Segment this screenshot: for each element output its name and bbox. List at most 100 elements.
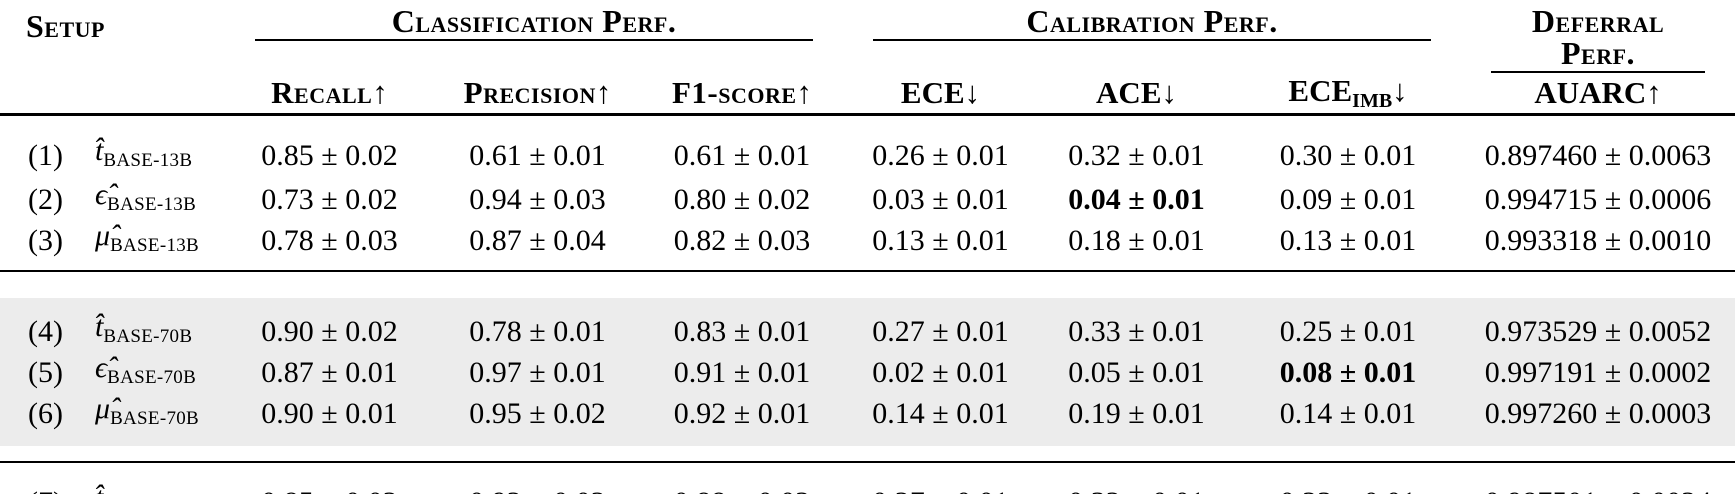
cell-ace: 0.33 ± 0.01 — [1038, 311, 1236, 352]
up-arrow-icon: ↑ — [1646, 75, 1662, 110]
setup-label: t̂BASE-70B — [85, 310, 226, 352]
group-gap — [0, 271, 1735, 298]
cell-ece-imb: 0.09 ± 0.01 — [1279, 183, 1417, 216]
cell-ece-imb: 0.14 ± 0.01 — [1235, 393, 1462, 434]
row-number: (7) — [0, 462, 85, 494]
table-row-5: (5) ϵ̂BASE-70B 0.87 ± 0.01 0.97 ± 0.01 0.91 … — [0, 352, 1735, 393]
group-deferral: Deferral Perf. — [1461, 0, 1735, 73]
setup-label: ϵ̂BASE-13B — [85, 179, 225, 220]
cell-ece: 0.02 ± 0.01 — [843, 352, 1039, 393]
up-arrow-icon: ↑ — [372, 75, 388, 110]
cell-ece: 0.27 ± 0.01 — [843, 462, 1038, 494]
setup-label: t̂BASE-13B — [85, 115, 225, 180]
column-header-f1-score: F1-score↑ — [641, 73, 844, 116]
cell-recall: 0.85 ± 0.02 — [261, 139, 398, 172]
group-calibration: Calibration Perf. — [843, 0, 1461, 73]
cell-f1-score: 0.61 ± 0.01 — [673, 139, 811, 172]
model-subscript: BASE-70B — [107, 367, 197, 388]
setup-label: ϵ̂BASE-70B — [85, 351, 226, 393]
cell-precision: 0.92 ± 0.02 — [434, 462, 641, 494]
table-row-2: (2) ϵ̂BASE-13B 0.73 ± 0.02 0.94 ± 0.03 0.80 … — [0, 179, 1735, 220]
model-subscript: BASE-13B — [103, 150, 193, 171]
column-header-ece-imb-label: ECE — [1288, 73, 1353, 108]
cell-ece: 0.03 ± 0.01 — [872, 183, 1009, 216]
model-subscript: BASE-13B — [110, 235, 200, 256]
group-gap — [0, 271, 1735, 298]
down-arrow-icon: ↓ — [1392, 73, 1408, 108]
column-header-row: Recall↑ Precision↑ F1-score↑ ECE↓ ACE↓ E… — [0, 73, 1735, 116]
cell-ace: 0.19 ± 0.01 — [1038, 393, 1236, 434]
estimator-symbol: μ̂ — [95, 219, 111, 252]
column-header-ece-label: ECE — [900, 75, 965, 110]
cell-ece: 0.13 ± 0.01 — [872, 224, 1009, 257]
column-header-ece: ECE↓ — [843, 73, 1039, 116]
cell-auarc: 0.997191 ± 0.0002 — [1461, 352, 1735, 393]
shaded-band-padding — [0, 298, 1735, 311]
row-number: (6) — [0, 393, 85, 434]
cell-recall: 0.90 ± 0.02 — [225, 311, 435, 352]
column-header-ace-label: ACE — [1096, 75, 1162, 110]
cell-ece-imb: 0.13 ± 0.01 — [1279, 224, 1417, 257]
row-number: (2) — [28, 183, 63, 216]
cell-f1-score: 0.80 ± 0.02 — [673, 183, 811, 216]
cell-ece-imb: 0.25 ± 0.01 — [1235, 311, 1462, 352]
setup-label: μ̂BASE-13B — [85, 220, 225, 261]
group-divider-rule — [0, 261, 1735, 272]
setup-header: Setup — [0, 0, 226, 116]
cell-ece-imb: 0.08 ± 0.01 — [1235, 352, 1462, 393]
setup-label: μ̂BASE-70B — [85, 393, 226, 434]
model-subscript: BASE-70B — [103, 326, 193, 347]
cell-recall: 0.73 ± 0.02 — [261, 183, 398, 216]
column-header-auarc: AUARC↑ — [1461, 73, 1735, 116]
column-header-recall: Recall↑ — [225, 73, 435, 116]
estimator-symbol: t̂ — [95, 310, 104, 343]
column-header-f1-score-label: F1-score — [671, 75, 797, 110]
down-arrow-icon: ↓ — [1161, 75, 1178, 110]
cell-precision: 0.78 ± 0.01 — [434, 311, 642, 352]
cell-ece: 0.14 ± 0.01 — [843, 393, 1039, 434]
estimator-symbol: t̂ — [95, 134, 104, 167]
column-header-precision: Precision↑ — [434, 73, 642, 116]
model-subscript: BASE-13B — [107, 194, 197, 215]
cell-recall: 0.90 ± 0.01 — [225, 393, 435, 434]
cell-f1-score: 0.91 ± 0.01 — [641, 352, 844, 393]
column-header-precision-label: Precision — [463, 75, 596, 110]
column-header-recall-label: Recall — [271, 75, 373, 110]
cell-f1-score: 0.83 ± 0.01 — [641, 311, 844, 352]
cell-ece-imb: 0.30 ± 0.01 — [1279, 139, 1417, 172]
shaded-band-padding — [0, 434, 1735, 446]
cell-recall: 0.85 ± 0.02 — [225, 462, 434, 494]
estimator-symbol: ϵ̂ — [95, 178, 108, 211]
cell-precision: 0.61 ± 0.01 — [469, 139, 606, 172]
shaded-band-padding — [0, 298, 1735, 311]
group-divider-rule — [0, 446, 1735, 463]
group-calibration-label: Calibration Perf. — [873, 0, 1432, 41]
cell-ace: 0.32 ± 0.01 — [1068, 139, 1205, 172]
table-row-3: (3) μ̂BASE-13B 0.78 ± 0.03 0.87 ± 0.04 0.82 … — [0, 220, 1735, 261]
cell-auarc: 0.897460 ± 0.0063 — [1484, 139, 1712, 172]
cell-ace: 0.04 ± 0.01 — [1068, 183, 1205, 216]
table-row-4: (4) t̂BASE-70B 0.90 ± 0.02 0.78 ± 0.01 0.83 … — [0, 311, 1735, 352]
column-header-auarc-label: AUARC — [1534, 75, 1647, 110]
group-classification-label: Classification Perf. — [255, 0, 814, 41]
cell-auarc: 0.997260 ± 0.0003 — [1461, 393, 1735, 434]
group-divider-rule — [0, 446, 1735, 463]
column-header-ace: ACE↓ — [1038, 73, 1236, 116]
column-header-ece-imb-subscript: IMB — [1352, 90, 1393, 112]
cell-auarc: 0.973529 ± 0.0052 — [1461, 311, 1735, 352]
cell-precision: 0.87 ± 0.04 — [469, 224, 606, 257]
estimator-symbol: ϵ̂ — [95, 351, 108, 384]
cell-precision: 0.97 ± 0.01 — [434, 352, 642, 393]
row-number: (4) — [0, 311, 85, 352]
cell-auarc: 0.987501 ± 0.0024 — [1461, 462, 1735, 494]
column-header-ece-imb: ECEIMB↓ — [1235, 73, 1462, 116]
cell-ece: 0.27 ± 0.01 — [843, 311, 1039, 352]
group-header-row: Setup Classification Perf. Calibration P… — [0, 0, 1735, 116]
cell-auarc: 0.994715 ± 0.0006 — [1484, 183, 1712, 216]
group-deferral-label: Deferral Perf. — [1491, 0, 1706, 73]
shaded-band-padding — [0, 434, 1735, 446]
setup-label: t̂IT-13B — [85, 462, 225, 494]
